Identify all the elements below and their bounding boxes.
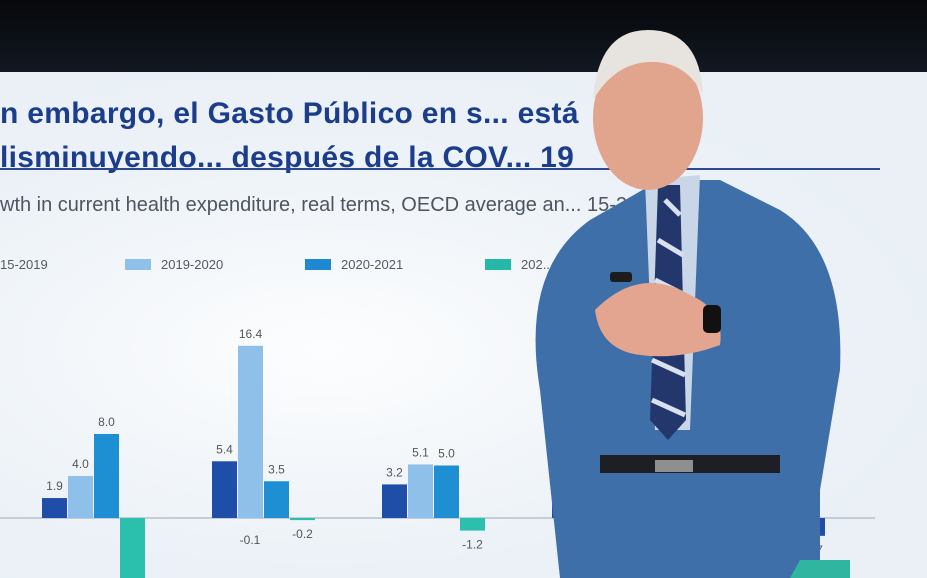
chart-data-label: 16.4 [239,327,263,341]
chart-data-label: 3.2 [386,465,403,479]
chart-bar [120,518,145,578]
chart-bar [382,484,407,518]
chart-data-label: 5.0 [438,447,455,461]
title-underline [0,168,880,170]
chart-data-label: -0.2 [292,527,313,541]
speaker-head [593,46,703,190]
chart-bar [290,518,315,521]
chart-bar [212,461,237,518]
chart-data-label: 5.4 [216,442,233,456]
chart-data-label: -0.1 [240,533,261,547]
wristwatch [703,305,721,333]
dark-ceiling [0,0,927,72]
chart-legend: 15-2019 2019-2020 2020-2021 202... [0,257,560,277]
legend-swatch [305,259,331,270]
chart-bar [94,434,119,518]
speaker-hands [595,283,721,357]
chart-data-label: 8.0 [98,415,115,429]
legend-item: 2020-2021 [305,257,403,272]
belt-buckle [655,460,693,472]
legend-label: 202... [521,257,554,272]
chart-bar [68,476,93,518]
chart-bar [460,518,485,531]
legend-swatch [485,259,511,270]
presentation-clicker [610,272,632,282]
legend-label: 2020-2021 [341,257,404,272]
chart-data-label: 4.0 [72,457,89,471]
chart-bar [408,464,433,518]
chart-data-label: 3.5 [268,462,285,476]
chart-data-label: 5.1 [412,445,429,459]
legend-label: 15-2019 [0,257,48,272]
chart-bar [434,465,459,518]
speaker-figure [535,30,850,578]
legend-label: 2019-2020 [161,257,224,272]
chart-bar [264,481,289,518]
speaker-hair [593,30,703,100]
slide-subtitle: wth in current health expenditure, real … [0,194,639,216]
legend-item: 202... [485,257,554,272]
chart-data-label: -1.2 [462,538,483,552]
chart-data-label: 1.9 [46,479,63,493]
slide-title-line-1: n embargo, el Gasto Público en s... está [0,97,579,130]
legend-item: 2019-2020 [125,257,223,272]
legend-swatch [125,259,151,270]
chart-bar [42,498,67,518]
background-chart-bar-fragment [790,560,850,578]
chart-bar [238,345,263,518]
legend-item: 15-2019 [0,257,48,272]
